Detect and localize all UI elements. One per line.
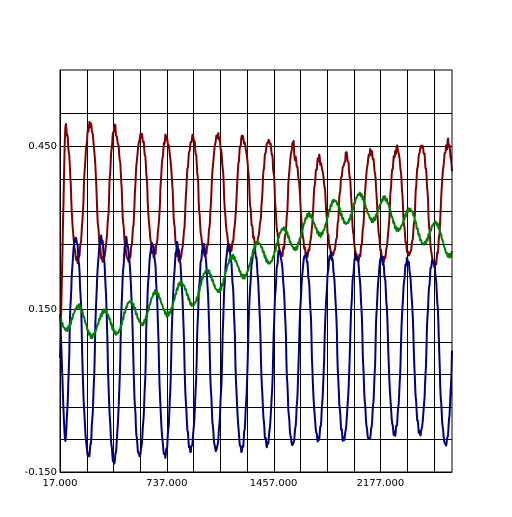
x-tick-label-1: 737.000: [146, 478, 187, 489]
x-tick-label-0: 17.000: [43, 478, 78, 489]
x-tick-label-3: 2177.000: [357, 478, 405, 489]
y-tick-label-2: 0.450: [28, 141, 57, 152]
series-line-1: [59, 234, 453, 465]
tick-labels: 17.000 737.000 1457.000 2177.000 -0.150 0.150…: [25, 141, 404, 489]
series-group: [59, 120, 453, 465]
y-tick-label-0: -0.150: [25, 467, 57, 478]
x-tick-label-2: 1457.000: [250, 478, 298, 489]
plot-frame: [59, 69, 453, 473]
y-tick-label-1: 0.150: [28, 304, 57, 315]
series-line-2: [59, 191, 453, 340]
